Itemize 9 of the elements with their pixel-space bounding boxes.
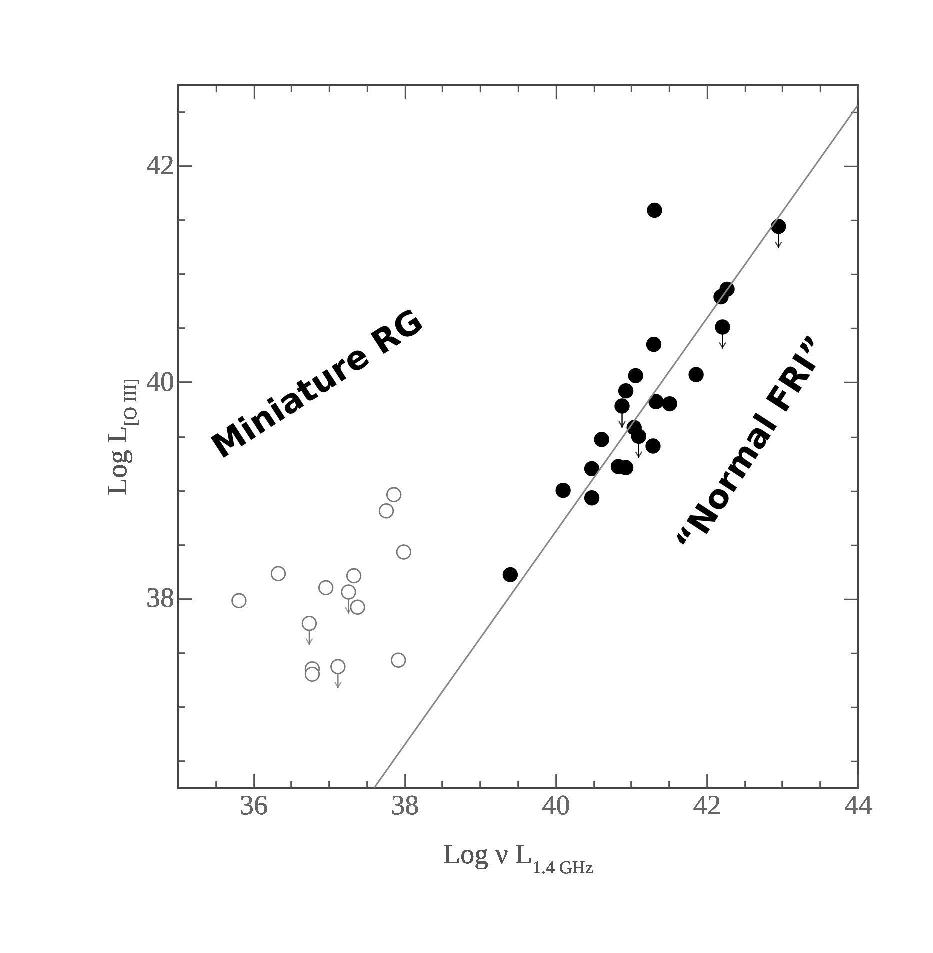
y-tick-label: 38: [146, 583, 174, 614]
x-tick-label: 40: [542, 790, 570, 822]
y-tick-label: 42: [146, 150, 174, 182]
x-tick-label: 38: [391, 790, 420, 822]
y-tick-label: 40: [146, 366, 174, 398]
x-axis-title: Log ν L$_{1.4 GHz}$: [444, 840, 594, 878]
x-tick-label: 42: [693, 790, 722, 822]
x-tick-label: 36: [240, 790, 268, 822]
x-tick-label: 44: [844, 790, 872, 822]
